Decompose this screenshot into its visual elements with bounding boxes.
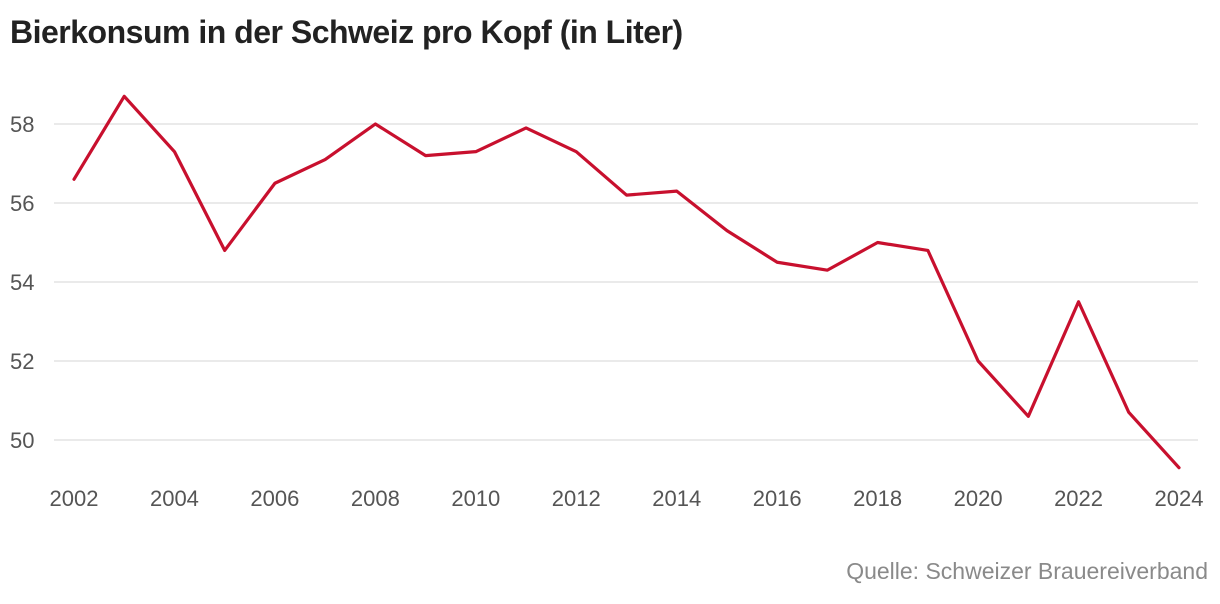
y-tick-label: 52 (10, 349, 34, 374)
x-tick-label: 2012 (552, 486, 601, 511)
source-note: Quelle: Schweizer Brauereiverband (846, 558, 1208, 584)
x-tick-label: 2022 (1054, 486, 1103, 511)
x-tick-label: 2018 (853, 486, 902, 511)
x-tick-label: 2020 (954, 486, 1003, 511)
y-tick-label: 50 (10, 428, 34, 453)
y-tick-label: 54 (10, 270, 34, 295)
x-tick-label: 2016 (753, 486, 802, 511)
gridlines (54, 123, 1198, 441)
x-tick-label: 2024 (1155, 486, 1204, 511)
y-tick-label: 56 (10, 191, 34, 216)
x-tick-label: 2010 (451, 486, 500, 511)
y-tick-label: 58 (10, 112, 34, 137)
x-tick-label: 2014 (652, 486, 701, 511)
series-line (72, 94, 1181, 470)
x-tick-label: 2008 (351, 486, 400, 511)
series-layer (72, 94, 1181, 470)
x-tick-label: 2002 (50, 486, 99, 511)
y-axis-tick-labels: 50 52 54 56 58 (10, 112, 34, 453)
x-tick-label: 2004 (150, 486, 199, 511)
x-axis-tick-labels: 2002 2004 2006 2008 2010 2012 2014 2016 2018 2020… (50, 486, 1204, 511)
x-tick-label: 2006 (250, 486, 299, 511)
chart-title: Bierkonsum in der Schweiz pro Kopf (in L… (10, 14, 683, 50)
